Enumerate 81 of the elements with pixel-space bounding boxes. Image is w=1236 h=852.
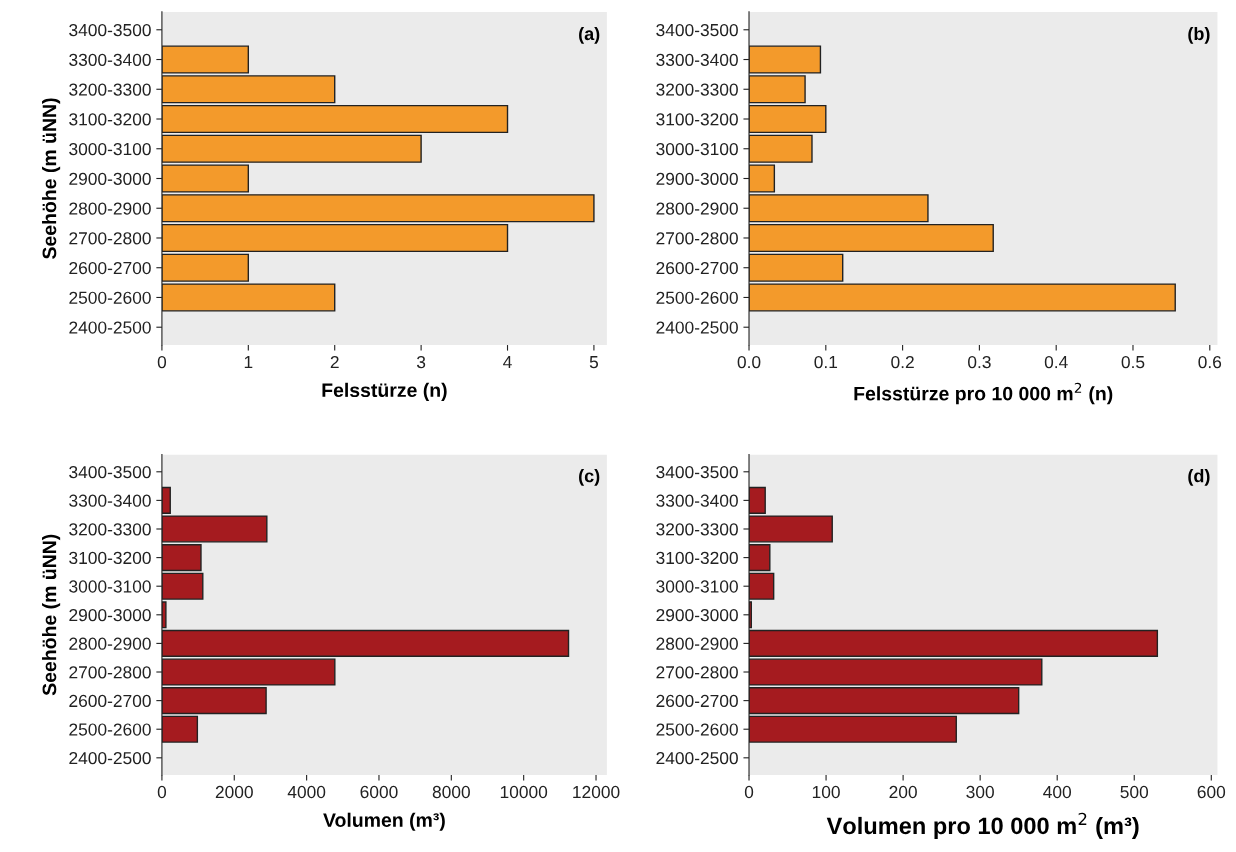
y-tick-label: 2700-2800 — [69, 666, 151, 679]
y-tick-label: 2500-2600 — [656, 723, 738, 736]
x-tick-label: 400 — [1043, 785, 1072, 799]
y-tick-label: 3400-3500 — [656, 465, 738, 479]
y-tick-label: 3300-3400 — [656, 53, 738, 66]
y-tick-label: 2500-2600 — [69, 723, 151, 736]
x-tick-label: 500 — [1120, 785, 1149, 799]
y-tick-label: 2700-2800 — [656, 232, 738, 245]
x-tick-label: 12000 — [573, 785, 620, 799]
y-tick-label: 2800-2900 — [69, 637, 151, 650]
x-axis-title: Felsstürze (n) — [322, 382, 447, 401]
y-tick-label: 3100-3200 — [656, 113, 738, 126]
y-tick-label: 3000-3100 — [69, 142, 151, 156]
y-tick-label: 3000-3100 — [656, 580, 738, 593]
y-tick-label: 3400-3500 — [656, 23, 738, 37]
y-tick-label: 2600-2700 — [656, 694, 738, 708]
x-tick-label: 3 — [416, 355, 426, 369]
y-tick-label: 3400-3500 — [69, 23, 151, 37]
y-tick-label: 3300-3400 — [69, 53, 151, 66]
y-tick-label: 3100-3200 — [656, 551, 738, 565]
x-tick-label: 1 — [244, 356, 253, 369]
x-tick-label: 0.4 — [1044, 355, 1068, 369]
y-axis-title: Seehöhe (m üNN) — [42, 98, 61, 259]
y-tick-label: 2400-2500 — [656, 751, 738, 765]
y-tick-label: 2800-2900 — [656, 637, 738, 650]
y-tick-label: 3200-3300 — [69, 83, 151, 96]
y-tick-label: 3300-3400 — [69, 494, 151, 507]
x-tick-label: 0.6 — [1198, 355, 1222, 369]
y-tick-label: 2700-2800 — [656, 666, 738, 679]
y-tick-label: 3100-3200 — [69, 113, 151, 126]
x-tick-label: 0.3 — [968, 355, 991, 369]
y-tick-label: 3000-3100 — [656, 142, 738, 156]
x-tick-label: 100 — [812, 785, 840, 799]
y-tick-label: 2500-2600 — [69, 291, 151, 304]
x-tick-label: 6000 — [360, 785, 398, 799]
y-tick-label: 2800-2900 — [656, 202, 738, 215]
x-tick-label: 0.0 — [737, 355, 761, 369]
x-tick-label: 0 — [157, 785, 167, 799]
x-tick-label: 2000 — [215, 785, 253, 799]
x-tick-label: 8000 — [432, 785, 470, 799]
y-tick-label: 2900-3000 — [656, 172, 738, 185]
y-tick-label: 3400-3500 — [69, 465, 151, 479]
annotation: (d) — [1188, 469, 1210, 486]
y-tick-label: 3100-3200 — [69, 551, 151, 565]
x-tick-label: 0.5 — [1121, 355, 1145, 369]
y-tick-label: 3000-3100 — [69, 580, 151, 593]
x-tick-label: 300 — [966, 785, 994, 799]
y-tick-label: 2600-2700 — [69, 694, 151, 708]
y-tick-label: 3300-3400 — [656, 494, 738, 507]
y-tick-label: 2400-2500 — [69, 321, 151, 334]
annotation: (c) — [579, 469, 600, 486]
annotation: (a) — [579, 26, 600, 44]
y-tick-label: 2600-2700 — [69, 261, 151, 275]
y-tick-label: 2600-2700 — [656, 261, 738, 275]
x-axis-title: Felsstürze pro 10 000 m$^{2}$ (n) — [854, 382, 1113, 405]
x-axis-title: Volumen (m³) — [323, 812, 445, 831]
y-tick-label: 2400-2500 — [656, 321, 738, 334]
y-tick-label: 2900-3000 — [69, 172, 151, 185]
x-tick-label: 600 — [1197, 785, 1226, 799]
x-tick-label: 200 — [889, 785, 917, 799]
x-tick-label: 4 — [503, 356, 512, 369]
y-tick-label: 3200-3300 — [69, 523, 151, 536]
y-tick-label: 3200-3300 — [656, 523, 738, 536]
y-tick-label: 2900-3000 — [69, 608, 151, 622]
x-tick-label: 0.1 — [814, 355, 838, 369]
y-tick-label: 2500-2600 — [656, 291, 738, 304]
x-tick-label: 0 — [157, 355, 167, 369]
x-tick-label: 4000 — [287, 785, 326, 799]
annotation: (b) — [1188, 26, 1210, 44]
y-tick-label: 2800-2900 — [69, 202, 151, 215]
x-tick-label: 5 — [589, 356, 599, 369]
y-tick-label: 2700-2800 — [69, 232, 151, 245]
y-tick-label: 2900-3000 — [656, 608, 738, 622]
x-tick-label: 10000 — [500, 785, 548, 799]
x-tick-label: 2 — [330, 355, 339, 369]
x-axis-title: Volumen pro 10 000 m$^{2}$ (m³) — [826, 812, 1139, 839]
y-tick-label: 3200-3300 — [656, 83, 738, 96]
x-tick-label: 0 — [744, 785, 754, 799]
y-tick-label: 2400-2500 — [69, 751, 151, 765]
x-tick-label: 0.2 — [891, 355, 914, 369]
y-axis-title: Seehöhe (m üNN) — [42, 534, 61, 696]
